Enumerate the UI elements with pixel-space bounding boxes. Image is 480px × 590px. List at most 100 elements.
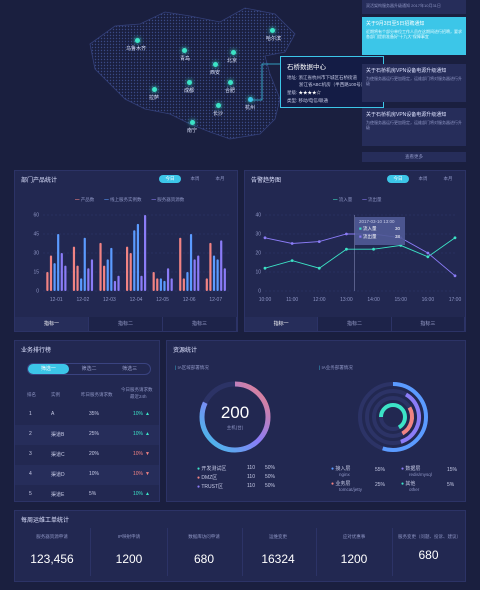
city-marker[interactable]: [190, 120, 195, 125]
bar: [106, 259, 109, 291]
popup-addr: 浙江省杭州市下城区石桥街道: [298, 75, 358, 80]
notice-item[interactable]: 关于石桥机房VPN设备电源升级通知 为使服务器运行更加稳定，运维部门将对服务器进…: [362, 108, 466, 146]
bar: [87, 268, 90, 291]
tooltip-date: 2017-03-10 13:00: [359, 219, 395, 224]
bar: [152, 272, 155, 291]
data-point: [263, 266, 267, 270]
data-point: [263, 236, 267, 240]
bar: [129, 253, 132, 291]
y-tick-label: 0: [258, 289, 261, 295]
tab-week[interactable]: 本周: [190, 176, 200, 181]
bar: [64, 265, 67, 291]
metric-tab-2[interactable]: 指标二: [318, 317, 392, 331]
legend-row: ● DMZ区 110 50%: [197, 474, 276, 481]
bar: [53, 263, 56, 291]
row-rank: 2: [29, 431, 32, 437]
rank-table: 1 A 35% 10% ▲ 2 渠道B 25% 10% ▲ 3 渠道C 20% 10% ▼ 4 渠道D 10…: [15, 405, 159, 505]
legend-percent: 15%: [447, 467, 458, 473]
stat-card[interactable]: 服务变更（问题、投诉、建议） 680: [390, 528, 467, 576]
weekly-title: 每周运维工单统计: [21, 518, 70, 524]
legend-item: ● 其他 other: [401, 481, 420, 492]
metric-tab-3[interactable]: 指标三: [163, 317, 237, 331]
tab-today[interactable]: 今日: [387, 175, 409, 183]
city-marker[interactable]: [228, 80, 233, 85]
row-name: 渠道B: [51, 432, 65, 438]
city-label: 长沙: [213, 111, 224, 117]
x-tick-label: 16:00: [422, 297, 435, 303]
city-marker[interactable]: [270, 28, 275, 33]
stat-card[interactable]: 服务器资源申请 123,456: [14, 528, 91, 576]
metric-tab-1[interactable]: 指标一: [245, 317, 319, 331]
alarm-tabs: 今日 本周 本月: [387, 175, 459, 183]
stat-card[interactable]: 运维变更 16324: [240, 528, 317, 576]
tooltip-out-value: 38: [394, 234, 400, 239]
row-today: 10%: [133, 411, 144, 417]
city-marker[interactable]: [213, 62, 218, 67]
table-row[interactable]: 1 A 35% 10% ▲: [15, 405, 159, 425]
bar: [117, 275, 120, 291]
dept-footer-tabs: 指标一 指标二 指标三: [15, 317, 237, 331]
city-label: 成都: [184, 88, 195, 94]
stat-card[interactable]: 数据库访问申请 680: [166, 528, 243, 576]
city-label: 乌鲁木齐: [126, 46, 147, 52]
gauge-label: 主机(台): [226, 425, 244, 430]
filter-tab-1[interactable]: 筛选一: [28, 364, 69, 374]
tab-today[interactable]: 今日: [159, 175, 181, 183]
city-label: 青岛: [180, 56, 191, 62]
city-label: 哈尔滨: [266, 36, 282, 42]
stat-value: 16324: [261, 552, 295, 566]
notice-title: 关于石桥机房VPN设备电源升级通知: [366, 112, 447, 118]
tab-month[interactable]: 本月: [443, 176, 453, 181]
data-point: [453, 274, 457, 278]
notice-item[interactable]: 关于石桥机房VPN设备电源升级通知 为使服务器运行更加稳定，运维部门将对服务器进…: [362, 64, 466, 102]
bar: [182, 278, 185, 291]
data-point: [290, 242, 294, 245]
y-tick-label: 15: [33, 270, 39, 276]
table-row[interactable]: 3 渠道C 20% 10% ▼: [15, 445, 159, 465]
filter-tab-3[interactable]: 筛选三: [122, 366, 138, 372]
bar: [57, 234, 60, 291]
row-yesterday: 35%: [89, 411, 100, 417]
stat-label: 服务器资源申请: [36, 534, 68, 539]
notice-item-active[interactable]: 关于9月3日至5日招聘通知 近期将有个部分单位工作人员在这期间进行招聘，要求各部…: [362, 17, 466, 55]
tab-month[interactable]: 本月: [215, 176, 225, 181]
city-marker[interactable]: [231, 50, 236, 55]
table-row[interactable]: 5 渠道E 5% 10% ▲: [15, 485, 159, 505]
more-link[interactable]: 查看更多: [362, 152, 466, 162]
data-point: [317, 240, 321, 243]
city-marker[interactable]: [135, 38, 140, 43]
stat-card[interactable]: IP映射申请 1200: [91, 528, 168, 576]
rank-title: 业务排行榜: [21, 348, 52, 354]
table-row[interactable]: 2 渠道B 25% 10% ▲: [15, 425, 159, 445]
city-marker[interactable]: [182, 48, 187, 53]
stat-value: 680: [193, 552, 215, 566]
bar: [126, 246, 129, 291]
rank-panel: 业务排行榜 筛选一 筛选二 筛选三 排名 实例 昨日服务请求数 今日服务请求数 …: [14, 340, 160, 502]
data-point: [290, 259, 294, 262]
tooltip-in-label: 流入量: [362, 226, 377, 231]
city-marker[interactable]: [216, 103, 221, 108]
city-label: 南宁: [187, 128, 198, 134]
table-row[interactable]: 4 渠道D 10% 10% ▼: [15, 465, 159, 485]
x-tick-label: 11:00: [286, 297, 298, 303]
y-tick-label: 0: [36, 289, 39, 295]
metric-tab-2[interactable]: 指标二: [89, 317, 163, 331]
x-tick-label: 12-07: [209, 297, 222, 303]
bar: [186, 272, 189, 291]
tooltip-out-label: 流出量: [362, 234, 377, 239]
dept-legend: ━ 产品数 ━ 线上服务实例数 ━ 服务器资源数: [75, 197, 185, 202]
city-marker[interactable]: [152, 87, 157, 92]
tab-week[interactable]: 本周: [418, 176, 428, 181]
metric-tab-1[interactable]: 指标一: [15, 317, 89, 331]
filter-tab-2[interactable]: 筛选二: [81, 366, 97, 372]
city-marker-active[interactable]: [248, 97, 253, 102]
notice-item[interactable]: 双活架构服务器升级通知 2017年10月31日: [362, 0, 466, 14]
city-marker[interactable]: [187, 80, 192, 85]
stat-card[interactable]: 应对优惠事 1200: [316, 528, 393, 576]
alarm-panel: 告警趋势图 今日 本周 本月 ━ 流入量 ━ 流出量 0 10 20 30 40 10:0…: [244, 170, 466, 332]
bar: [80, 278, 83, 291]
bar: [179, 237, 182, 291]
row-rank: 4: [29, 471, 32, 477]
host-gauge: [199, 381, 271, 453]
metric-tab-3[interactable]: 指标三: [391, 317, 465, 331]
